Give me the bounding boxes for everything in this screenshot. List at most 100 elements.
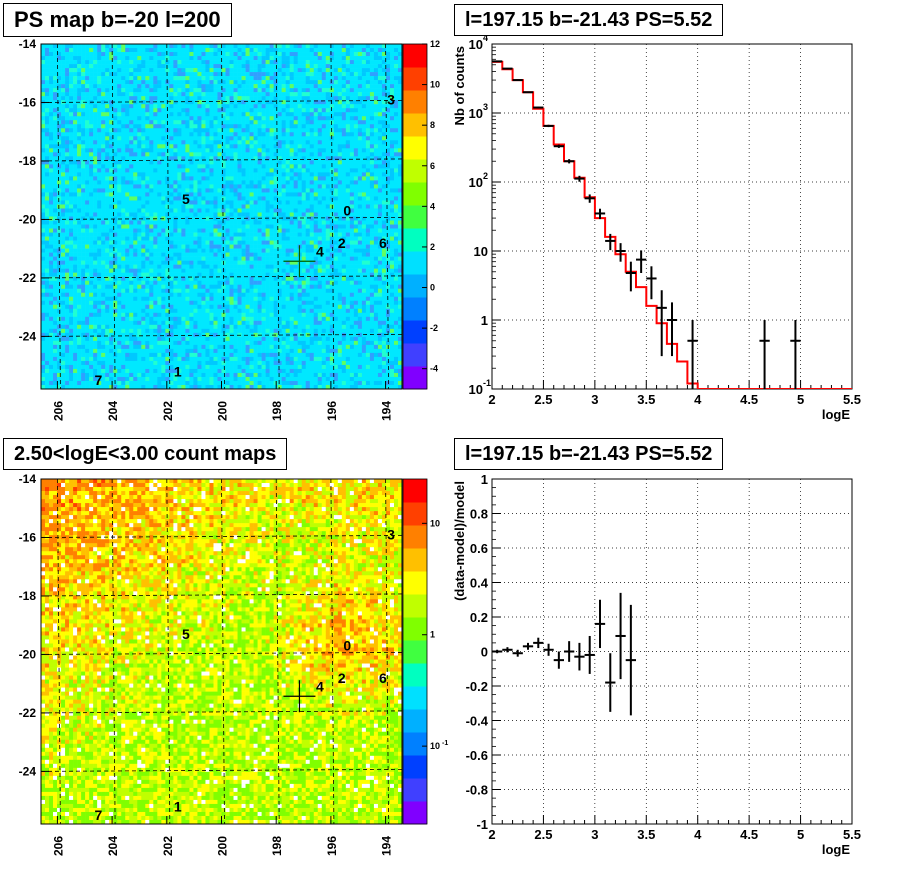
heatmap-cell bbox=[153, 92, 158, 97]
heatmap-cell bbox=[105, 308, 110, 314]
heatmap-cell bbox=[185, 348, 190, 354]
heatmap-cell bbox=[129, 152, 134, 157]
heatmap-cell bbox=[69, 312, 74, 318]
heatmap-cell bbox=[241, 172, 246, 177]
heatmap-cell bbox=[253, 52, 258, 57]
heatmap-cell bbox=[169, 344, 174, 350]
heatmap-cell bbox=[185, 320, 190, 326]
heatmap-cell bbox=[165, 44, 170, 49]
heatmap-cell bbox=[85, 340, 90, 346]
heatmap-cell bbox=[117, 236, 122, 241]
heatmap-cell bbox=[189, 356, 194, 362]
heatmap-cell bbox=[137, 328, 142, 334]
heatmap-cell bbox=[109, 280, 114, 285]
heatmap-cell bbox=[93, 212, 98, 217]
heatmap-cell bbox=[117, 44, 122, 49]
heatmap-cell bbox=[41, 364, 46, 370]
heatmap-cell bbox=[73, 360, 78, 366]
heatmap-cell bbox=[145, 320, 150, 326]
heatmap-cell bbox=[173, 248, 178, 253]
heatmap-cell bbox=[105, 248, 110, 253]
heatmap-cell bbox=[53, 276, 58, 281]
heatmap-cell bbox=[61, 56, 66, 61]
heatmap-cell bbox=[81, 60, 86, 65]
heatmap-cell bbox=[257, 276, 262, 281]
heatmap-cell bbox=[65, 124, 70, 129]
heatmap-cell bbox=[77, 340, 82, 346]
heatmap-cell bbox=[197, 352, 202, 358]
heatmap-cell bbox=[265, 276, 270, 281]
heatmap-cell bbox=[257, 328, 262, 334]
heatmap-cell bbox=[209, 104, 214, 109]
heatmap-cell bbox=[129, 356, 134, 362]
heatmap-cell bbox=[141, 340, 146, 346]
heatmap-cell bbox=[269, 188, 274, 193]
heatmap-cell bbox=[269, 204, 274, 209]
heatmap-cell bbox=[97, 156, 102, 161]
heatmap-cell bbox=[265, 60, 270, 65]
heatmap-cell bbox=[233, 152, 238, 157]
heatmap-cell bbox=[89, 188, 94, 193]
heatmap-cell bbox=[269, 384, 274, 389]
heatmap-cell bbox=[153, 168, 158, 173]
heatmap-cell bbox=[161, 132, 166, 137]
heatmap-cell bbox=[41, 220, 46, 225]
heatmap-cell bbox=[65, 192, 70, 197]
heatmap-cell bbox=[161, 348, 166, 354]
heatmap-cell bbox=[233, 204, 238, 209]
heatmap-cell bbox=[125, 96, 130, 101]
heatmap-cell bbox=[89, 216, 94, 221]
heatmap-cell bbox=[69, 212, 74, 217]
heatmap-cell bbox=[81, 360, 86, 366]
heatmap-cell bbox=[181, 380, 186, 386]
heatmap-cell bbox=[65, 304, 70, 310]
heatmap-cell bbox=[221, 76, 226, 81]
heatmap-cell bbox=[177, 96, 182, 101]
heatmap-cell bbox=[73, 268, 78, 273]
heatmap-cell bbox=[205, 108, 210, 113]
heatmap-cell bbox=[153, 356, 158, 362]
heatmap-cell bbox=[81, 168, 86, 173]
heatmap-cell bbox=[61, 68, 66, 73]
heatmap-cell bbox=[117, 348, 122, 354]
heatmap-cell bbox=[85, 288, 90, 294]
heatmap-cell bbox=[261, 48, 266, 53]
heatmap-cell bbox=[181, 208, 186, 213]
heatmap-cell bbox=[157, 368, 162, 374]
heatmap-cell bbox=[137, 144, 142, 149]
heatmap-cell bbox=[173, 52, 178, 57]
heatmap-cell bbox=[129, 332, 134, 338]
heatmap-cell bbox=[77, 52, 82, 57]
heatmap-cell bbox=[213, 56, 218, 61]
heatmap-cell bbox=[265, 340, 270, 346]
heatmap-cell bbox=[61, 136, 66, 141]
heatmap-cell bbox=[97, 228, 102, 233]
heatmap-cell bbox=[117, 120, 122, 125]
heatmap-cell bbox=[209, 348, 214, 354]
heatmap-cell bbox=[269, 156, 274, 161]
heatmap-cell bbox=[185, 352, 190, 358]
heatmap-cell bbox=[201, 60, 206, 65]
heatmap-cell bbox=[265, 96, 270, 101]
heatmap-cell bbox=[217, 268, 222, 273]
heatmap-cell bbox=[253, 224, 258, 229]
heatmap-cell bbox=[61, 232, 66, 237]
heatmap-cell bbox=[245, 220, 250, 225]
heatmap-cell bbox=[149, 92, 154, 97]
heatmap-cell bbox=[113, 236, 118, 241]
heatmap-cell bbox=[261, 152, 266, 157]
heatmap-cell bbox=[77, 256, 82, 261]
heatmap-cell bbox=[217, 192, 222, 197]
heatmap-cell bbox=[77, 304, 82, 310]
heatmap-cell bbox=[177, 384, 182, 389]
heatmap-cell bbox=[145, 240, 150, 245]
heatmap-cell bbox=[133, 92, 138, 97]
heatmap-cell bbox=[233, 272, 238, 277]
heatmap-cell bbox=[265, 376, 270, 382]
heatmap-cell bbox=[45, 160, 50, 165]
heatmap-cell bbox=[221, 80, 226, 85]
heatmap-cell bbox=[257, 136, 262, 141]
heatmap-cell bbox=[133, 280, 138, 285]
heatmap-cell bbox=[169, 140, 174, 145]
heatmap-cell bbox=[241, 76, 246, 81]
